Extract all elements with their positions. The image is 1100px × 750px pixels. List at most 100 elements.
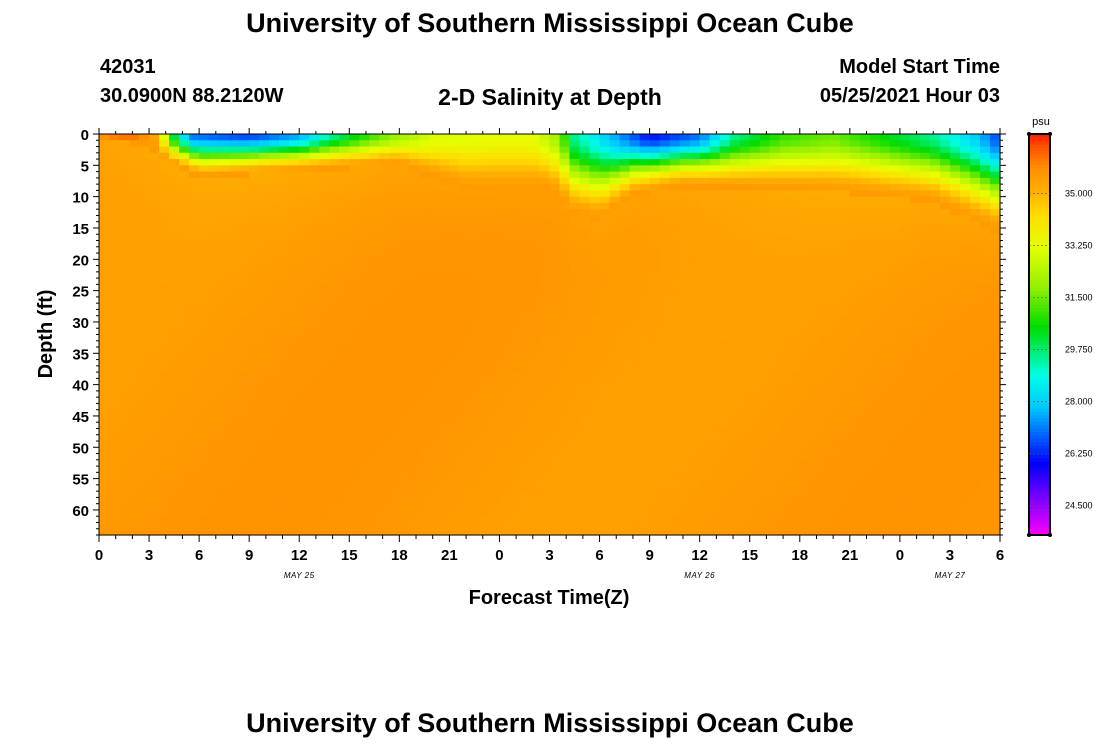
heatmap-cell: [739, 246, 751, 254]
heatmap-cell: [559, 146, 571, 154]
heatmap-cell: [359, 284, 370, 292]
heatmap-cell: [799, 359, 811, 367]
heatmap-cell: [169, 503, 180, 511]
heatmap-cell: [189, 428, 200, 436]
heatmap-cell: [639, 215, 651, 223]
heatmap-cell: [299, 459, 310, 467]
heatmap-cell: [379, 434, 390, 442]
heatmap-cell: [149, 234, 160, 242]
heatmap-cell: [799, 259, 811, 267]
heatmap-cell: [509, 390, 521, 398]
heatmap-cell: [679, 390, 691, 398]
heatmap-cell: [799, 390, 811, 398]
heatmap-cell: [469, 296, 481, 304]
heatmap-cell: [719, 509, 731, 517]
heatmap-cell: [219, 434, 230, 442]
heatmap-cell: [659, 447, 671, 455]
heatmap-cell: [159, 397, 170, 405]
heatmap-cell: [509, 165, 521, 173]
heatmap-cell: [609, 384, 621, 392]
heatmap-cell: [369, 146, 380, 154]
heatmap-cell: [719, 278, 731, 285]
heatmap-cell: [689, 221, 701, 229]
heatmap-cell: [709, 227, 721, 235]
heatmap-cell: [609, 347, 621, 354]
heatmap-cell: [189, 509, 200, 517]
heatmap-cell: [789, 321, 801, 329]
heatmap-cell: [119, 196, 130, 204]
heatmap-cell: [629, 202, 641, 210]
heatmap-cell: [319, 265, 330, 273]
heatmap-cell: [209, 384, 220, 392]
heatmap-cell: [499, 309, 511, 317]
heatmap-cell: [129, 372, 140, 379]
heatmap-cell: [649, 403, 661, 411]
heatmap-cell: [249, 390, 260, 398]
heatmap-cell: [829, 522, 841, 530]
heatmap-cell: [129, 384, 140, 392]
heatmap-cell: [559, 140, 571, 148]
heatmap-cell: [729, 428, 741, 436]
heatmap-cell: [139, 209, 150, 217]
heatmap-cell: [509, 140, 521, 148]
heatmap-cell: [289, 190, 300, 198]
heatmap-cell: [659, 159, 671, 166]
heatmap-cell: [779, 372, 791, 379]
heatmap-cell: [789, 259, 801, 267]
heatmap-cell: [629, 484, 641, 492]
heatmap-cell: [129, 246, 140, 254]
heatmap-cell: [569, 259, 581, 267]
heatmap-cell: [459, 328, 471, 336]
heatmap-cell: [869, 165, 881, 173]
heatmap-cell: [439, 165, 450, 173]
heatmap-cell: [369, 190, 380, 198]
heatmap-cell: [689, 353, 701, 361]
heatmap-cell: [169, 522, 180, 530]
heatmap-cell: [599, 196, 611, 204]
heatmap-cell: [269, 177, 280, 185]
heatmap-cell: [189, 271, 200, 279]
heatmap-cell: [759, 315, 771, 323]
heatmap-cell: [809, 290, 821, 298]
heatmap-cell: [439, 171, 450, 179]
heatmap-cell: [99, 459, 110, 467]
heatmap-cell: [209, 146, 220, 154]
heatmap-cell: [829, 190, 841, 198]
heatmap-cell: [369, 284, 380, 292]
heatmap-cell: [669, 390, 681, 398]
heatmap-cell: [779, 240, 791, 248]
heatmap-cell: [659, 378, 671, 386]
heatmap-cell: [329, 215, 340, 223]
heatmap-cell: [389, 528, 400, 536]
heatmap-cell: [459, 372, 471, 379]
heatmap-cell: [779, 516, 791, 524]
heatmap-cell: [339, 497, 350, 505]
heatmap-cell: [169, 466, 180, 473]
heatmap-cell: [599, 315, 611, 323]
heatmap-cell: [429, 271, 440, 279]
heatmap-cell: [229, 152, 240, 160]
heatmap-cell: [449, 184, 460, 191]
heatmap-cell: [349, 140, 360, 148]
heatmap-cell: [419, 221, 430, 229]
heatmap-cell: [759, 472, 771, 480]
heatmap-cell: [309, 303, 320, 311]
heatmap-cell: [439, 397, 450, 405]
heatmap-cell: [599, 240, 611, 248]
heatmap-cell: [569, 434, 581, 442]
heatmap-cell: [609, 221, 621, 229]
heatmap-cell: [289, 171, 300, 179]
heatmap-cell: [559, 403, 571, 411]
heatmap-cell: [519, 278, 531, 285]
heatmap-cell: [849, 221, 861, 229]
heatmap-cell: [99, 271, 110, 279]
heatmap-cell: [859, 334, 871, 342]
heatmap-cell: [199, 278, 210, 285]
heatmap-cell: [249, 334, 260, 342]
heatmap-cell: [689, 134, 701, 141]
heatmap-cell: [869, 522, 881, 530]
heatmap-cell: [419, 309, 430, 317]
heatmap-cell: [589, 453, 601, 461]
heatmap-cell: [519, 321, 531, 329]
heatmap-cell: [649, 315, 661, 323]
